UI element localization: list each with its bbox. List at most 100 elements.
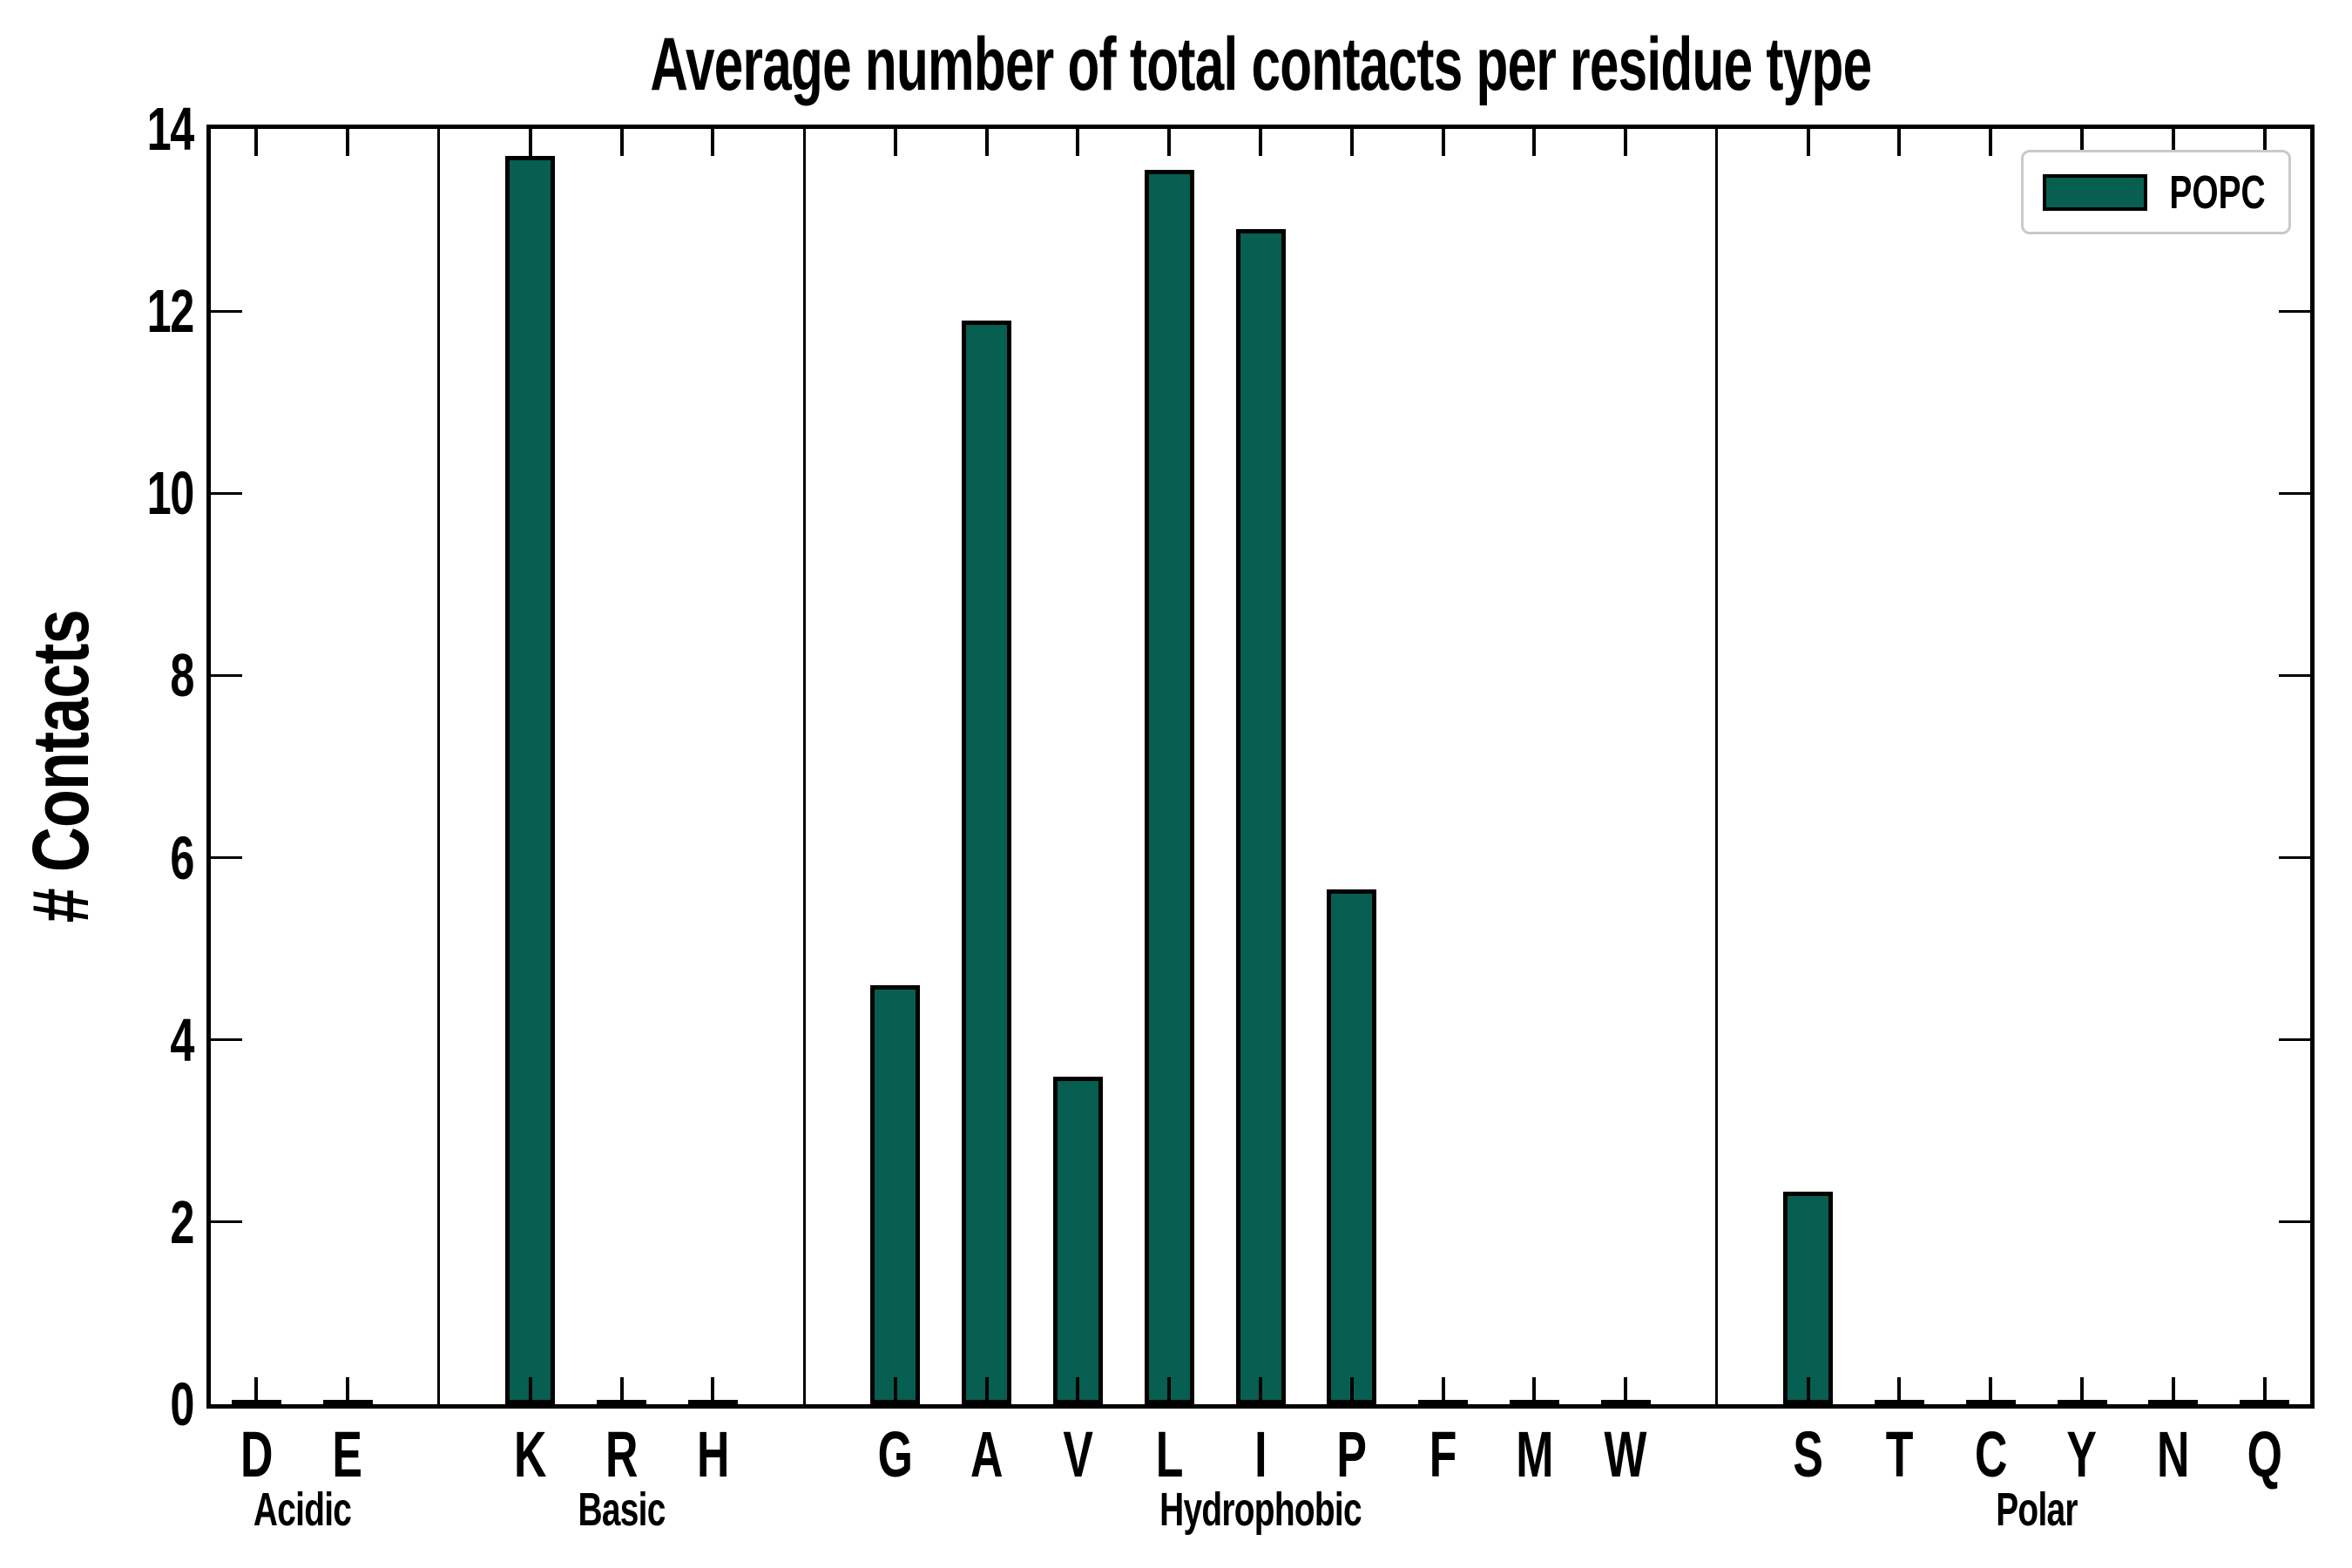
bar-K	[505, 156, 556, 1404]
x-tick-label-D: D	[208, 1422, 304, 1488]
x-tick-label-W: W	[1578, 1422, 1673, 1488]
x-tick-label-N: N	[2126, 1422, 2221, 1488]
x-tick-top-P	[1349, 129, 1354, 156]
group-separator	[1715, 129, 1719, 1404]
x-tick-label-S: S	[1761, 1422, 1856, 1488]
y-tick-label-text: 12	[146, 277, 195, 346]
x-tick-top-M	[1532, 129, 1537, 156]
x-tick-label-text: Q	[2247, 1418, 2282, 1490]
x-tick-label-Y: Y	[2034, 1422, 2130, 1488]
group-label-acidic: Acidic	[76, 1484, 529, 1535]
x-tick-label-I: I	[1213, 1422, 1308, 1488]
x-tick-top-C	[1989, 129, 1993, 156]
x-tick-label-text: S	[1793, 1418, 1823, 1490]
x-tick-bottom-E	[346, 1377, 350, 1404]
x-tick-bottom-Q	[2262, 1377, 2267, 1404]
x-tick-bottom-G	[893, 1377, 897, 1404]
y-tick-label: 0	[63, 1374, 194, 1435]
x-tick-top-K	[528, 129, 532, 156]
y-tick-label-text: 6	[170, 823, 194, 892]
y-tick-label-text: 4	[170, 1005, 194, 1074]
x-tick-label-text: T	[1885, 1418, 1914, 1490]
bar-P	[1327, 889, 1377, 1404]
legend: POPC	[2021, 150, 2291, 234]
x-tick-bottom-D	[254, 1377, 259, 1404]
group-separator	[437, 129, 441, 1404]
x-tick-label-text: R	[605, 1418, 639, 1490]
x-tick-label-text: P	[1336, 1418, 1368, 1490]
x-tick-label-R: R	[574, 1422, 670, 1488]
x-tick-label-P: P	[1304, 1422, 1400, 1488]
x-tick-bottom-V	[1076, 1377, 1080, 1404]
chart-title: Average number of total contacts per res…	[206, 19, 2315, 110]
bar-L	[1144, 170, 1194, 1404]
x-tick-top-A	[984, 129, 989, 156]
group-label-basic: Basic	[395, 1484, 848, 1535]
x-tick-label-text: E	[332, 1418, 363, 1490]
y-tick-label-text: 8	[170, 641, 194, 710]
y-tick-left	[211, 856, 242, 860]
x-tick-label-text: W	[1604, 1418, 1647, 1490]
x-tick-top-V	[1076, 129, 1080, 156]
y-tick-label: 8	[63, 641, 194, 710]
chart-title-text: Average number of total contacts per res…	[650, 23, 1872, 106]
group-label-polar: Polar	[1810, 1484, 2263, 1535]
x-tick-top-H	[711, 129, 715, 156]
x-tick-label-C: C	[1943, 1422, 2038, 1488]
x-tick-bottom-C	[1989, 1377, 1993, 1404]
bar-S	[1783, 1192, 1834, 1404]
x-tick-bottom-R	[619, 1377, 624, 1404]
x-tick-label-F: F	[1396, 1422, 1491, 1488]
x-tick-label-G: G	[848, 1422, 943, 1488]
x-tick-top-I	[1259, 129, 1262, 156]
x-tick-bottom-A	[984, 1377, 989, 1404]
bar-V	[1052, 1076, 1103, 1404]
y-tick-left	[211, 309, 242, 313]
y-tick-left	[211, 1038, 242, 1042]
x-tick-bottom-T	[1897, 1377, 1902, 1404]
x-tick-top-L	[1167, 129, 1172, 156]
legend-label-text: POPC	[2169, 166, 2267, 219]
x-tick-label-K: K	[483, 1422, 578, 1488]
x-tick-bottom-S	[1806, 1377, 1810, 1404]
x-tick-top-W	[1624, 129, 1628, 156]
x-tick-label-text: I	[1254, 1418, 1267, 1490]
x-tick-label-text: V	[1063, 1418, 1093, 1490]
group-label-text: Polar	[1995, 1484, 2078, 1536]
x-tick-label-T: T	[1851, 1422, 1947, 1488]
y-tick-right	[2279, 673, 2310, 677]
x-tick-top-N	[2171, 129, 2175, 156]
legend-label: POPC	[2147, 153, 2288, 232]
bar-G	[870, 984, 921, 1404]
x-tick-label-text: N	[2157, 1418, 2190, 1490]
x-tick-label-text: L	[1155, 1418, 1184, 1490]
y-tick-right	[2279, 856, 2310, 860]
legend-swatch-popc	[2043, 173, 2147, 211]
group-label-text: Hydrophobic	[1159, 1484, 1362, 1536]
group-label-text: Acidic	[253, 1484, 352, 1536]
x-tick-top-D	[254, 129, 259, 156]
group-label-hydrophobic: Hydrophobic	[1034, 1484, 1487, 1535]
y-tick-left	[211, 491, 242, 495]
x-tick-bottom-P	[1349, 1377, 1354, 1404]
y-tick-right	[2279, 1038, 2310, 1042]
x-tick-label-E: E	[300, 1422, 395, 1488]
group-label-text: Basic	[578, 1484, 666, 1536]
x-tick-label-text: H	[696, 1418, 729, 1490]
y-tick-label: 6	[63, 823, 194, 892]
x-tick-label-V: V	[1030, 1422, 1125, 1488]
x-tick-top-Q	[2262, 129, 2267, 156]
y-tick-left	[211, 673, 242, 677]
x-tick-label-text: A	[970, 1418, 1004, 1490]
y-tick-right	[2279, 309, 2310, 313]
x-tick-label-text: C	[1974, 1418, 2007, 1490]
y-tick-label-text: 14	[146, 95, 195, 163]
x-tick-top-T	[1897, 129, 1902, 156]
y-tick-label: 12	[63, 277, 195, 346]
x-tick-label-text: F	[1429, 1418, 1457, 1490]
y-tick-left	[211, 1220, 242, 1224]
x-tick-label-L: L	[1121, 1422, 1217, 1488]
x-tick-label-Q: Q	[2217, 1422, 2313, 1488]
x-tick-top-Y	[2080, 129, 2085, 156]
